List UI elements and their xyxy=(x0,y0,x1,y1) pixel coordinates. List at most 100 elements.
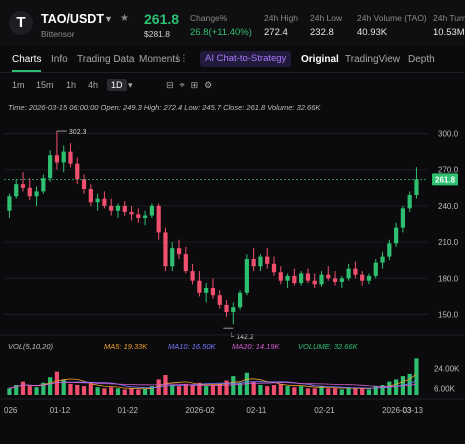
tab-info[interactable]: Info xyxy=(51,54,68,65)
volume-bar xyxy=(20,381,26,395)
candle-body xyxy=(339,278,344,282)
volume-bar xyxy=(122,389,127,395)
volume-bar xyxy=(210,385,216,395)
tab-trading-data[interactable]: Trading Data xyxy=(77,54,135,65)
volume-value: 40.93K xyxy=(357,27,388,38)
volume-bar xyxy=(224,380,229,395)
time-tick: 01-22 xyxy=(118,406,139,415)
volume-bar xyxy=(102,388,107,395)
volume-pane: 24.00K 6.00K xyxy=(0,334,465,395)
volume-bar xyxy=(143,388,148,395)
tab-tradingview[interactable]: TradingView xyxy=(345,54,401,65)
chevron-down-icon[interactable]: ▼ xyxy=(104,14,113,24)
volume-bar xyxy=(34,387,39,395)
tab-charts[interactable]: Charts xyxy=(12,54,42,72)
candle-body xyxy=(88,189,93,203)
ma20-legend: MA20: 14.19K xyxy=(232,342,281,351)
ai-chat-strategy-button[interactable]: AI Chat-to-Strategy xyxy=(200,51,292,67)
tab-depth[interactable]: Depth xyxy=(408,54,435,65)
candle-body xyxy=(34,191,39,197)
volume-bar xyxy=(190,385,195,395)
time-tick: 026 xyxy=(4,406,18,415)
volume-bar xyxy=(326,388,331,395)
pair-symbol[interactable]: TAO/USDT xyxy=(41,12,104,26)
chart-svg[interactable]: Time: 2026-03-15 06:00:00 Open: 249.3 Hi… xyxy=(0,97,465,439)
candle-body xyxy=(136,214,141,218)
time-tick: 2026-02 xyxy=(185,406,215,415)
volume-bar xyxy=(380,385,385,395)
volume-bar xyxy=(109,387,114,395)
candle-body xyxy=(251,259,256,267)
volume-bar xyxy=(136,389,141,395)
volume-bar xyxy=(81,386,87,395)
timeframe-1h[interactable]: 1h xyxy=(66,80,77,90)
candle-body xyxy=(68,151,73,164)
candle-body xyxy=(319,274,324,285)
candle-body xyxy=(156,205,161,233)
candle-body xyxy=(176,248,182,255)
time-tick: 03-13 xyxy=(402,406,423,415)
timeframe-1d[interactable]: 1D xyxy=(107,79,127,91)
candle-body xyxy=(109,205,114,211)
volume-bar xyxy=(258,385,263,395)
high-label: 24h High xyxy=(264,13,299,23)
candle-body xyxy=(312,280,317,285)
volume-bar xyxy=(61,379,66,395)
vol-legend-label: VOL(5,10,20) xyxy=(8,342,54,351)
candle-body xyxy=(163,232,168,267)
price-axis: 300.0 270.0 240.0 210.0 180.0 150.0 261.8 xyxy=(4,129,459,320)
volume-bar xyxy=(251,381,256,395)
candle-body xyxy=(61,151,66,163)
candle-body xyxy=(237,292,243,308)
volume-bar xyxy=(394,379,399,395)
volume-bar xyxy=(88,383,93,395)
time-tick: 02-11 xyxy=(246,406,266,415)
ma10-line xyxy=(9,380,417,389)
candle-body xyxy=(292,275,297,284)
candle-body xyxy=(380,256,385,263)
volume-bar xyxy=(319,386,324,395)
candle-body xyxy=(143,215,148,218)
volume-bar xyxy=(54,371,60,395)
volume-label: 24h Volume (TAO) xyxy=(357,13,427,23)
current-price-tag-bg xyxy=(432,173,458,186)
volume-bar xyxy=(183,383,188,395)
timeframe-chevron-icon[interactable]: ▾ xyxy=(128,80,133,90)
chart-toolbar-icons[interactable]: ⊟⌖⊞⚙ xyxy=(166,80,219,90)
volume-bar xyxy=(339,389,344,395)
candle-body xyxy=(204,287,209,293)
candle-body xyxy=(54,155,60,163)
price-tick: 210.0 xyxy=(438,238,459,247)
ohlc-readout: Time: 2026-03-15 06:00:00 Open: 249.3 Hi… xyxy=(8,103,321,112)
tab-original[interactable]: Original xyxy=(301,54,339,65)
volume-bar xyxy=(360,388,365,395)
volume-bar xyxy=(41,382,46,395)
volume-bar xyxy=(292,387,297,395)
candle-body xyxy=(305,273,311,281)
volume-bar xyxy=(231,376,236,395)
candle-body xyxy=(360,274,365,281)
volume-bar xyxy=(285,386,290,395)
volume-bar xyxy=(48,377,53,395)
volume-bar xyxy=(353,388,358,395)
tab-moments[interactable]: Moments xyxy=(139,54,181,65)
timeframe-15m[interactable]: 15m xyxy=(36,80,54,90)
price-tick: 300.0 xyxy=(438,129,459,138)
volume-bar xyxy=(332,388,338,395)
ma5-legend: MA5: 19.33K xyxy=(104,342,148,351)
last-price: 261.8 xyxy=(144,11,180,27)
candle-body xyxy=(366,275,372,281)
candle-body xyxy=(20,184,26,188)
change-label: Change% xyxy=(190,13,228,23)
indicator-tools-icon[interactable]: ⫶⫶ xyxy=(176,54,189,65)
favorite-star-icon[interactable]: ★ xyxy=(120,13,129,24)
timeframe-1m[interactable]: 1m xyxy=(12,80,25,90)
candle-body xyxy=(332,278,338,282)
candle-body xyxy=(183,254,188,272)
volume-bar xyxy=(414,358,419,395)
change-value: 26.8(+11.40%) xyxy=(190,27,252,38)
chart-tabs: Charts Info Trading Data Moments Origina… xyxy=(0,48,465,73)
volume-bar xyxy=(197,382,202,395)
timeframe-4h[interactable]: 4h xyxy=(88,80,99,90)
price-chart[interactable]: Time: 2026-03-15 06:00:00 Open: 249.3 Hi… xyxy=(0,97,465,439)
